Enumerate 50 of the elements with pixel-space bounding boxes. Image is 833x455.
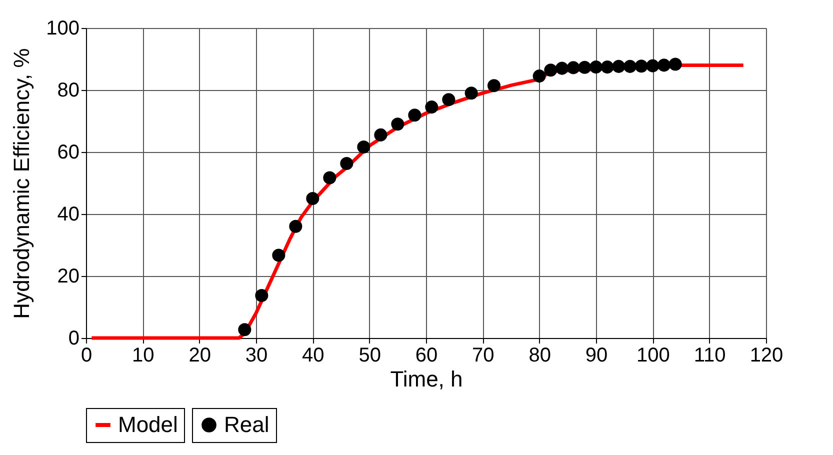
point [340,156,354,170]
x-tick-label: 30 [245,344,268,366]
point [566,61,580,74]
point [668,58,682,71]
point [646,59,660,72]
point [442,93,456,106]
point [238,323,252,336]
y-tick-label: 60 [57,142,80,164]
point [306,192,320,206]
y-tick-label: 80 [57,80,80,102]
point [555,62,569,75]
point [487,79,501,92]
y-tick-label: 100 [46,18,80,40]
x-tick-label: 110 [694,344,726,366]
point [408,108,422,122]
x-tick-label: 60 [415,344,438,366]
x-tick-label: 120 [750,344,784,366]
x-tick-label: 10 [132,344,154,366]
x-tick-label: 80 [528,344,551,366]
point [612,60,626,73]
x-tick-label: 90 [585,344,608,366]
point [600,60,614,74]
point [544,64,558,77]
point [289,220,302,233]
y-tick-label: 40 [57,204,80,226]
y-tick-label: 0 [68,328,80,350]
point [578,60,592,74]
point [634,60,648,73]
legend-label: Model [118,412,178,437]
y-axis-title: Hydrodynamic Efficiency, % [9,48,34,319]
point [623,60,637,73]
point [357,140,370,154]
point [464,86,478,100]
point [657,58,671,72]
point [589,60,603,74]
point [323,171,336,184]
point [255,289,268,302]
legend-label: Real [224,412,270,437]
x-tick-label: 70 [472,344,494,366]
y-tick-label: 20 [57,266,80,288]
point [374,128,388,142]
x-tick-label: 100 [636,344,670,366]
x-axis-title: Time, h [390,366,463,392]
point [272,248,286,262]
x-tick-label: 50 [358,344,381,366]
point [532,70,546,83]
point [425,100,438,114]
x-tick-label: 20 [188,344,211,366]
x-tick-label: 40 [302,344,324,366]
point [391,118,404,131]
